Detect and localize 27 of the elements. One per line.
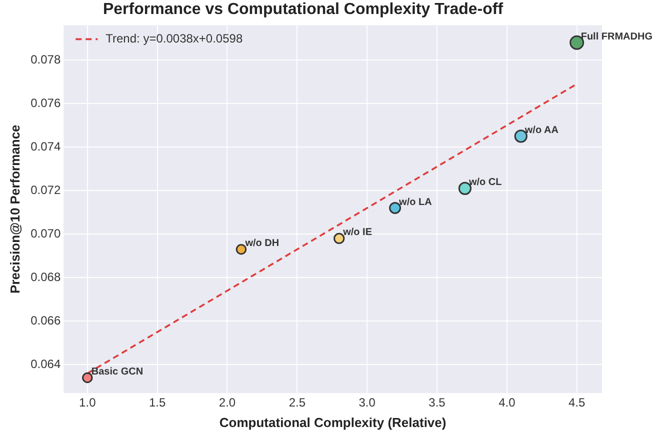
x-tick-label: 2.0 <box>218 396 236 410</box>
x-tick-label: 4.5 <box>568 396 586 410</box>
annotation: w/o IE <box>342 227 372 238</box>
annotation: w/o CL <box>468 177 502 188</box>
y-tick-label: 0.076 <box>30 96 61 110</box>
y-tick-label: 0.068 <box>30 270 61 284</box>
x-tick-label: 3.0 <box>358 396 376 410</box>
legend-label: Trend: y=0.0038x+0.0598 <box>106 32 243 46</box>
y-tick-label: 0.064 <box>30 357 61 372</box>
y-tick-label: 0.072 <box>30 182 61 197</box>
x-tick-label: 1.0 <box>79 396 96 410</box>
y-tick-label: 0.070 <box>30 226 61 240</box>
annotation: Basic GCN <box>91 366 144 378</box>
y-axis-title: Precision@10 Performance <box>7 124 22 294</box>
x-tick-label: 2.5 <box>288 396 306 410</box>
x-tick-label: 1.5 <box>148 396 166 410</box>
annotation: w/o AA <box>524 124 558 136</box>
annotation: Full FRMADHG <box>580 31 653 42</box>
y-tick-label: 0.078 <box>30 52 61 66</box>
x-tick-label: 3.5 <box>428 396 446 410</box>
annotation: w/o DH <box>244 238 280 250</box>
y-tick-label: 0.066 <box>30 313 61 328</box>
y-tick-label: 0.074 <box>30 139 61 154</box>
annotation: w/o LA <box>398 196 432 208</box>
x-axis-title: Computational Complexity (Relative) <box>219 414 446 430</box>
x-tick-label: 4.0 <box>498 396 516 410</box>
chart-title: Performance vs Computational Complexity Trade-off <box>102 1 504 18</box>
